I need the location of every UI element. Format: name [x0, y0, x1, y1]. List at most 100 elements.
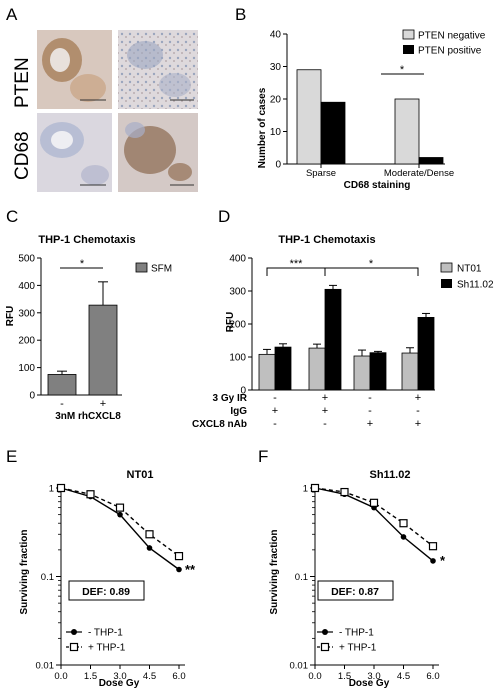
f-legend-marker-0	[322, 629, 328, 635]
f-point-1-1	[340, 487, 349, 497]
f-ytick-label-0: 0.01	[290, 661, 309, 672]
b-cat-0: Sparse	[306, 168, 336, 179]
panel-letter-e: E	[6, 447, 17, 466]
panel-letter-a: A	[6, 5, 18, 24]
row-label-pten: PTEN	[12, 57, 33, 108]
panel-e-chart: NT01 Surviving fraction Dose Gy 0.010.11…	[19, 469, 196, 689]
d-row-label-2: CXCL8 nAb	[192, 419, 247, 430]
d-bar-1-3	[417, 316, 435, 391]
d-bar-1-2	[369, 352, 387, 391]
e-legend-label-0: - THP-1	[88, 628, 123, 639]
e-curve-1	[60, 487, 180, 557]
d-ytick-label-0: 0	[240, 386, 246, 397]
c-title: THP-1 Chemotaxis	[38, 234, 135, 246]
e-xtick-label-0: 0.0	[54, 671, 67, 682]
e-curve-0	[60, 487, 180, 571]
panel-b-chart: Number of cases CD68 staining 010203040 …	[257, 30, 486, 192]
e-def: DEF: 0.89	[82, 586, 130, 598]
d-row-0-1: +	[322, 392, 328, 404]
panel-letter-b: B	[235, 5, 246, 24]
panel-c-chart: THP-1 Chemotaxis RFU 3nM rhCXCL8 0 100 200…	[5, 234, 172, 422]
b-ytick-label-0: 0	[275, 160, 281, 171]
b-sig: *	[400, 64, 405, 76]
b-ytick-label-4: 40	[270, 30, 282, 41]
c-ytick-label-4: 400	[18, 281, 35, 292]
c-legend-swatch	[135, 262, 148, 273]
b-legend-label-0: PTEN negative	[418, 31, 486, 42]
d-row-1-0: +	[272, 405, 278, 417]
e-point-1-0	[56, 483, 66, 493]
e-point-1-1	[86, 490, 95, 499]
d-bar-0-0	[258, 353, 276, 391]
f-xtick-label-1: 1.5	[338, 671, 351, 682]
d-ytick-label-1: 100	[229, 353, 246, 364]
d-row-2-3: +	[415, 418, 421, 430]
c-ytick-label-0: 0	[29, 391, 35, 402]
d-bar-0-3	[401, 352, 419, 391]
d-legend-label-0: NT01	[457, 264, 482, 275]
d-ytick-label-4: 400	[229, 254, 246, 265]
b-cat-1: Moderate/Dense	[384, 168, 454, 179]
panel-f-chart: Sh11.02 Surviving fraction Dose Gy 0.010…	[269, 469, 446, 689]
d-row-1-3: -	[416, 405, 420, 417]
d-legend-label-1: Sh11.02	[457, 280, 494, 291]
f-xtick-label-2: 3.0	[367, 671, 380, 682]
b-xlabel: CD68 staining	[344, 180, 411, 191]
e-legend-label-1: + THP-1	[88, 643, 126, 654]
micrograph-pten-right	[118, 30, 198, 109]
f-def-box	[317, 580, 394, 601]
d-bar-0-1	[308, 347, 326, 391]
b-legend-swatch-1	[403, 45, 414, 54]
c-bar-1	[88, 304, 118, 396]
c-legend-label: SFM	[151, 264, 172, 275]
d-legend-swatch-1	[441, 279, 452, 288]
c-xlabel: 3nM rhCXCL8	[55, 411, 121, 422]
e-legend-marker-0	[71, 629, 77, 635]
d-row-2-2: +	[367, 418, 373, 430]
c-bar-0	[47, 374, 77, 396]
e-point-1-2	[115, 503, 125, 512]
e-legend-marker-1	[69, 642, 79, 652]
f-point-0-4	[430, 558, 436, 564]
e-point-0-2	[117, 511, 123, 518]
b-ytick-label-3: 30	[270, 62, 282, 73]
d-row-0-3: +	[415, 392, 421, 404]
e-point-1-4	[174, 552, 184, 561]
f-ytick-label-2: 1	[303, 484, 308, 495]
b-ytick-label-1: 10	[270, 127, 282, 138]
f-point-1-4	[428, 542, 438, 551]
d-ytick-label-3: 300	[229, 287, 246, 298]
f-ylabel: Surviving fraction	[269, 529, 280, 614]
e-def-box	[68, 580, 145, 601]
c-cat-0: -	[60, 398, 64, 410]
d-bar-0-2	[353, 355, 371, 391]
f-def: DEF: 0.87	[331, 586, 379, 598]
b-ytick-label-2: 20	[270, 95, 282, 106]
e-ylabel: Surviving fraction	[19, 529, 30, 614]
f-point-1-0	[310, 483, 320, 493]
d-ylabel: RFU	[225, 312, 236, 333]
f-legend-label-0: - THP-1	[339, 628, 374, 639]
d-row-1-2: -	[368, 405, 372, 417]
e-point-0-4	[176, 566, 182, 573]
f-curve-1	[314, 487, 434, 547]
e-xtick-label-3: 4.5	[143, 671, 156, 682]
f-point-1-3	[399, 519, 408, 528]
e-point-1-3	[145, 530, 154, 539]
f-sig: *	[440, 553, 446, 568]
c-ylabel: RFU	[5, 306, 16, 327]
e-xtick-label-2: 3.0	[113, 671, 126, 682]
f-xtick-label-0: 0.0	[308, 671, 321, 682]
d-row-2-0: -	[273, 418, 277, 430]
f-point-0-3	[400, 534, 407, 540]
d-row-1-1: +	[322, 405, 328, 417]
d-bar-1-1	[324, 288, 342, 391]
panel-letter-f: F	[258, 447, 268, 466]
e-xtick-label-4: 6.0	[172, 671, 185, 682]
d-row-label-0: 3 Gy IR	[213, 393, 248, 404]
d-sig-1: *	[369, 258, 374, 270]
f-xtick-label-3: 4.5	[397, 671, 410, 682]
c-ytick-label-5: 500	[18, 254, 35, 265]
